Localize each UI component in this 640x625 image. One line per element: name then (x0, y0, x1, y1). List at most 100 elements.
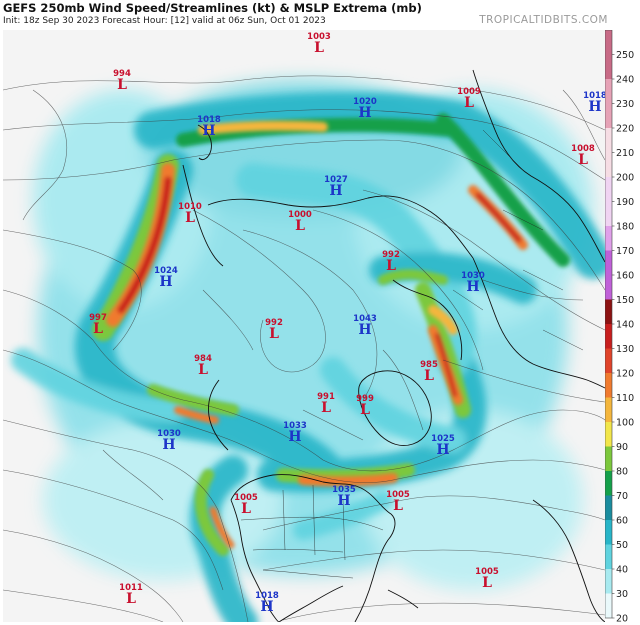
colorbar-tick-label: 70 (616, 491, 628, 502)
political-borders (240, 129, 584, 579)
colorbar-block (605, 324, 612, 349)
colorbar-tick-label: 140 (616, 320, 634, 331)
colorbar-block (605, 422, 612, 447)
greenland-coast (358, 370, 432, 446)
pressure-value: 1018 (583, 91, 605, 101)
colorbar-tick-label: 80 (616, 467, 628, 478)
pressure-letter: L (321, 400, 331, 416)
caribbean-coast (387, 589, 419, 609)
pressure-value: 992 (382, 250, 400, 260)
pressure-value: 1018 (255, 591, 279, 601)
arctic-coast (207, 195, 474, 259)
colorbar-block (605, 593, 612, 618)
europe-coast (392, 279, 463, 361)
pressure-letter: H (288, 429, 301, 445)
pressure-value: 999 (356, 394, 374, 404)
colorbar-tick-label: 180 (616, 222, 634, 233)
pressure-letter: H (329, 183, 342, 199)
pressure-value: 991 (317, 392, 335, 402)
pressure-letter: L (295, 218, 305, 234)
colorbar-tick-label: 170 (616, 246, 634, 257)
kamchatka-coast (182, 164, 224, 267)
map-subtitle: Init: 18z Sep 30 2023 Forecast Hour: [12… (3, 16, 326, 26)
pressure-value: 984 (194, 354, 212, 364)
pressure-value: 1005 (475, 567, 499, 577)
colorbar-tick-label: 20 (616, 614, 628, 623)
pressure-value: 1025 (431, 434, 455, 444)
colorbar-tick-label: 30 (616, 589, 628, 600)
pressure-letter: L (198, 362, 208, 378)
pressure-letter: H (159, 274, 172, 290)
colorbar-tick-label: 200 (616, 173, 634, 184)
coastlines (182, 69, 605, 622)
colorbar-block (605, 299, 612, 324)
pressure-letter: H (162, 437, 175, 453)
colorbar-tick-label: 230 (616, 99, 634, 110)
colorbar-tick-label: 240 (616, 75, 634, 86)
colorbar-block (605, 30, 612, 79)
pressure-value: 997 (89, 313, 107, 323)
pressure-letter: L (126, 591, 136, 607)
colorbar-tick-label: 220 (616, 124, 634, 135)
colorbar-tick-label: 90 (616, 442, 628, 453)
jet-streaks (106, 120, 528, 549)
colorbar-block (605, 348, 612, 373)
pressure-letter: H (588, 99, 601, 115)
colorbar-tick-label: 60 (616, 516, 628, 527)
colorbar-tick-label: 150 (616, 295, 634, 306)
japan-coast (197, 124, 212, 161)
pressure-value: 1000 (288, 210, 312, 220)
colorbar-tick-label: 120 (616, 369, 634, 380)
pressure-value: 1008 (571, 144, 595, 154)
colorbar-blocks (605, 30, 613, 619)
central-america-coast (278, 585, 344, 622)
pressure-letter: L (464, 95, 474, 111)
colorbar-block (605, 226, 612, 251)
colorbar-block (605, 177, 612, 226)
colorbar-block (605, 569, 612, 594)
colorbar-block (605, 544, 612, 569)
pressure-value: 1005 (234, 493, 258, 503)
pressure-letter: L (578, 152, 588, 168)
pressure-value: 1011 (119, 583, 143, 593)
wind-speed-colorbar: 250 240 230 220 210 200 190 180 170 160 150 140 130 1… (605, 30, 634, 622)
pressure-letter: L (360, 402, 370, 418)
pressure-value: 1030 (157, 429, 181, 439)
colorbar-block (605, 128, 612, 177)
pressure-letter: L (393, 498, 403, 514)
pressure-letter: H (260, 599, 273, 615)
colorbar-block (605, 373, 612, 398)
pressure-letter: L (424, 368, 434, 384)
colorbar-block (605, 446, 612, 471)
pressure-letter: H (358, 105, 371, 121)
colorbar-block (605, 250, 612, 300)
east-asia-coast (472, 69, 605, 263)
colorbar-tick-label: 190 (616, 197, 634, 208)
alaska-coast (208, 379, 229, 451)
header: GEFS 250mb Wind Speed/Streamlines (kt) &… (0, 0, 640, 30)
colorbar-block (605, 79, 612, 128)
pressure-letter: L (241, 501, 251, 517)
colorbar-block (605, 471, 612, 496)
pressure-letter: L (386, 258, 396, 274)
pressure-value: 985 (420, 360, 438, 370)
colorbar-tick-label: 210 (616, 148, 634, 159)
colorbar-block (605, 520, 612, 545)
colorbar-labels: 250 240 230 220 210 200 190 180 170 160 150 140 130 1… (612, 50, 634, 622)
pressure-value: 1003 (307, 32, 331, 42)
